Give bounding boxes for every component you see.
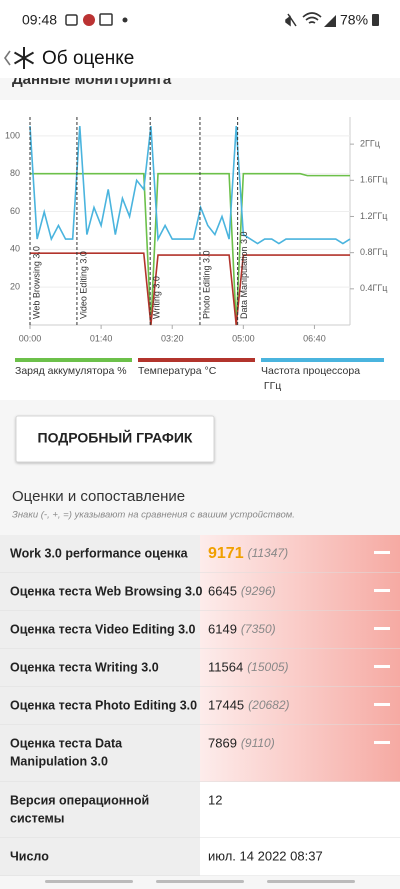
row-label: Число [10, 849, 49, 863]
x-tick-label: 01:40 [90, 333, 113, 343]
row-label: системы [10, 811, 64, 825]
series-line [30, 252, 350, 326]
row-label: Оценка теста Video Editing 3.0 [10, 622, 196, 636]
row-label-cell [0, 725, 200, 782]
scores-title: Оценки и сопоставление [12, 488, 185, 505]
y-tick-label: 100 [5, 130, 20, 140]
row-compare: (11347) [248, 546, 288, 560]
collapse-button[interactable] [374, 551, 390, 554]
row-compare: (20682) [248, 698, 289, 712]
collapse-button[interactable] [374, 589, 390, 592]
row-label-cell [0, 782, 200, 838]
row-label: Версия операционной [10, 793, 149, 807]
test-marker-label: Photo Editing 3.0 [201, 250, 211, 319]
row-value-cell [200, 573, 400, 611]
row-value: июл. 14 2022 08:37 [208, 848, 323, 863]
collapse-button[interactable] [374, 703, 390, 706]
legend-label: Температура °C [138, 365, 217, 377]
test-marker-label: Video Editing 3.0 [78, 251, 88, 319]
collapse-button[interactable] [374, 741, 390, 744]
app-bar [0, 38, 400, 78]
signal-icon [324, 15, 336, 27]
row-label: Оценка теста Photo Editing 3.0 [10, 698, 197, 712]
legend-swatch [138, 358, 255, 362]
test-marker-label: Data Manipulation 3.0 [239, 231, 249, 319]
detail-chart-button[interactable] [15, 415, 215, 463]
back-button[interactable] [4, 50, 11, 66]
row-label: Оценка теста Web Browsing 3.0 [10, 584, 202, 598]
y2-tick-label: 0.4ГГц [360, 283, 387, 293]
chart: 20 40 60 80 100 0.4ГГц 0.8ГГц 1.2ГГц 1.6ГГц 2ГГц 0… [0, 100, 400, 400]
y-tick-label: 40 [10, 244, 20, 254]
row-value-cell [200, 649, 400, 687]
battery-icon [372, 14, 379, 26]
row-compare: (15005) [247, 660, 288, 674]
row-compare: (9110) [241, 736, 275, 750]
row-value: 12 [208, 792, 222, 807]
row-label-cell [0, 535, 200, 573]
row-value-cell [200, 687, 400, 725]
gallery-icon [65, 14, 78, 26]
y-tick-label: 80 [10, 168, 20, 178]
row-label: Manipulation 3.0 [10, 754, 108, 768]
row-value: 7869 [208, 735, 237, 750]
scores-table: Work 3.0 performance оценка 9171 (11347) Оц… [0, 535, 400, 877]
legend-swatch [261, 358, 384, 362]
row-label-cell [0, 649, 200, 687]
legend-label: Частота процессора ГГц [261, 365, 360, 392]
y2-tick-label: 1.6ГГц [360, 175, 387, 185]
nav-home[interactable] [156, 880, 244, 883]
row-value-cell [200, 535, 400, 573]
row-label: Оценка теста Data [10, 736, 123, 750]
x-tick-label: 05:00 [232, 333, 255, 343]
button-label: ПОДРОБНЫЙ ГРАФИК [38, 429, 193, 446]
row-label: Оценка теста Writing 3.0 [10, 660, 159, 674]
y2-tick-label: 2ГГц [360, 139, 380, 149]
row-compare: (7350) [241, 622, 276, 636]
x-tick-label: 00:00 [19, 333, 42, 343]
nav-recent[interactable] [45, 880, 133, 883]
row-value-cell [200, 611, 400, 649]
calendar-icon [99, 13, 113, 26]
row-value: 9171 [208, 545, 244, 562]
row-value-cell [200, 725, 400, 782]
row-value: 17445 [208, 697, 244, 712]
notification-dot [122, 17, 128, 23]
series-line [29, 125, 351, 245]
row-value: 11564 [208, 659, 243, 674]
row-value: 6149 [208, 621, 237, 636]
x-tick-label: 03:20 [161, 333, 184, 343]
nav-back[interactable] [267, 880, 355, 883]
y-tick-label: 60 [10, 206, 20, 216]
wifi-icon [302, 12, 322, 24]
scores-note: Знаки (-, +, =) указывают на сравнения с… [12, 510, 295, 521]
legend-label: Заряд аккумулятора % [15, 365, 127, 377]
row-value-cell [200, 782, 400, 838]
test-marker-label: Web Browsing 3.0 [31, 246, 41, 319]
status-time: 09:48 [22, 12, 57, 28]
y2-tick-label: 0.8ГГц [360, 247, 387, 257]
collapse-button[interactable] [374, 627, 390, 630]
mute-icon [285, 13, 297, 27]
x-tick-label: 06:40 [303, 333, 326, 343]
collapse-button[interactable] [374, 665, 390, 668]
row-label-cell [0, 838, 200, 876]
status-battery: 78% [340, 12, 368, 28]
row-label-cell [0, 573, 200, 611]
row-value-cell [200, 838, 400, 876]
row-value: 6645 [208, 583, 237, 598]
app-title: Об оценке [42, 48, 134, 69]
test-marker-label: Writing 3.0 [152, 276, 162, 319]
app-logo [13, 47, 35, 69]
y-tick-label: 20 [10, 282, 20, 292]
legend-swatch [15, 358, 132, 362]
row-compare: (9296) [241, 584, 276, 598]
y2-tick-label: 1.2ГГц [360, 211, 387, 221]
row-label-cell [0, 687, 200, 725]
app-icon [83, 14, 95, 26]
row-label: Work 3.0 performance оценка [10, 546, 189, 560]
row-label-cell [0, 611, 200, 649]
